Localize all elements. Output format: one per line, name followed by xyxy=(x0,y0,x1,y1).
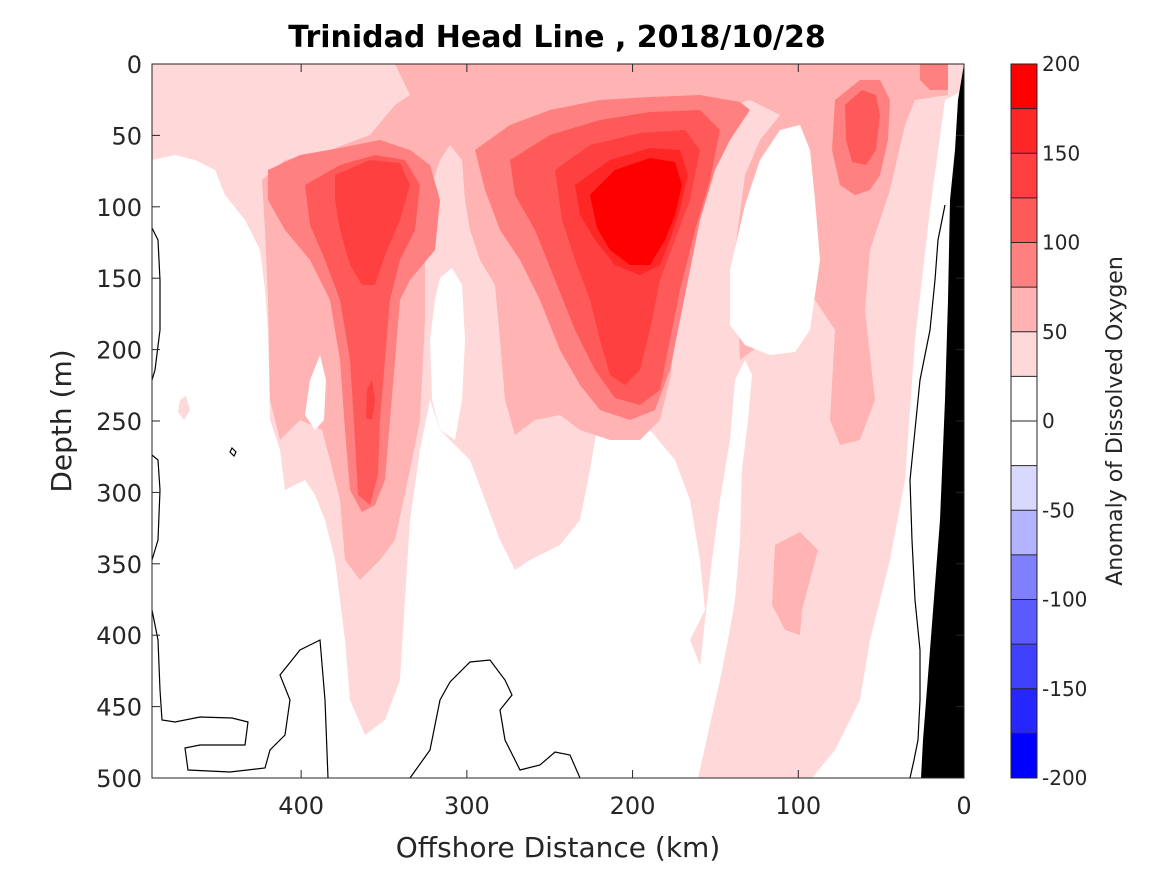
zero-contour-right xyxy=(909,204,946,779)
colorbar-swatch xyxy=(1011,510,1037,555)
x-tick-label: 200 xyxy=(610,792,656,820)
y-tick-label: 350 xyxy=(96,551,142,579)
contour-level-100-125 xyxy=(305,155,420,505)
contour-level-175-200 xyxy=(590,158,682,265)
contour-hole-3 xyxy=(305,355,326,430)
y-tick-label: 200 xyxy=(96,337,142,365)
y-tick-label: 50 xyxy=(111,122,142,150)
colorbar-swatch xyxy=(1011,197,1037,243)
y-tick-label: 150 xyxy=(96,265,142,293)
y-tick-label: 100 xyxy=(96,194,142,222)
colorbar-swatch xyxy=(1011,465,1037,511)
colorbar-swatch xyxy=(1011,599,1037,645)
zero-contour-lines xyxy=(151,204,946,779)
colorbar-swatch xyxy=(1011,688,1037,734)
contour-level-50-75-patch xyxy=(772,532,818,635)
y-tick-label: 300 xyxy=(96,479,142,507)
contour-hole-4 xyxy=(700,360,752,680)
y-tick-label: 0 xyxy=(127,51,142,79)
colorbar-swatch xyxy=(1011,421,1037,466)
x-tick-label: 300 xyxy=(444,792,490,820)
contour-plot-area xyxy=(151,63,965,779)
bathymetry-seafloor xyxy=(921,64,964,778)
y-tick-label: 400 xyxy=(96,622,142,650)
colorbar-tick-label: 200 xyxy=(1042,52,1080,76)
colorbar-tick-label: -50 xyxy=(1042,498,1075,522)
chart-title: Trinidad Head Line , 2018/10/28 xyxy=(288,20,825,55)
y-tick-label: 450 xyxy=(96,694,142,722)
y-axis-title: Depth (m) xyxy=(45,349,78,492)
y-tick-label: 500 xyxy=(96,765,142,793)
contour-level-125-150-c xyxy=(366,380,375,420)
colorbar-swatch xyxy=(1011,733,1037,778)
zero-contour-mid xyxy=(409,659,581,779)
colorbar-tick-label: -150 xyxy=(1042,677,1087,701)
x-tick-label: 0 xyxy=(956,792,971,820)
y-axis: 0 50 100 150 200 250 300 350 400 450 500 xyxy=(96,51,964,793)
zero-contour-speck xyxy=(229,446,237,458)
x-tick-label: 400 xyxy=(278,792,324,820)
contour-hole-2 xyxy=(430,268,465,440)
colorbar-tick-label: 150 xyxy=(1042,141,1080,165)
colorbar-swatch xyxy=(1011,108,1037,154)
colorbar-swatch xyxy=(1011,64,1037,109)
x-axis-title: Offshore Distance (km) xyxy=(396,831,721,864)
colorbar-title: Anomaly of Dissolved Oxygen xyxy=(1103,256,1128,586)
colorbar-tick-label: 0 xyxy=(1042,409,1055,433)
colorbar-swatch xyxy=(1011,331,1037,377)
y-tick-label: 250 xyxy=(96,408,142,436)
colorbar-frame xyxy=(1010,63,1038,779)
colorbar-swatch xyxy=(1011,287,1037,332)
colorbar-swatch xyxy=(1011,242,1037,288)
contour-level-25-50-small xyxy=(178,396,190,420)
contour-level-100-125-c xyxy=(845,90,880,165)
colorbar-tick-label: -200 xyxy=(1042,766,1087,790)
x-axis: 400 300 200 100 0 xyxy=(278,64,972,820)
colorbar-tick-label: -100 xyxy=(1042,588,1087,612)
colorbar-tick-label: 50 xyxy=(1042,320,1067,344)
contour-hole-1 xyxy=(730,125,820,355)
colorbar-swatch xyxy=(1011,376,1037,421)
zero-contour-left-3 xyxy=(151,609,329,779)
colorbar: 200 150 100 50 0 -50 -100 -150 -200 xyxy=(1010,52,1087,790)
zero-contour-left-2 xyxy=(151,454,161,561)
zero-contour-left xyxy=(151,227,161,381)
colorbar-swatch xyxy=(1011,554,1037,600)
contour-level-125-150 xyxy=(335,160,410,285)
x-tick-label: 100 xyxy=(775,792,821,820)
colorbar-tick-label: 100 xyxy=(1042,231,1080,255)
contour-level-75-100-d xyxy=(920,64,948,90)
colorbar-swatch xyxy=(1011,644,1037,689)
colorbar-swatch xyxy=(1011,153,1037,198)
